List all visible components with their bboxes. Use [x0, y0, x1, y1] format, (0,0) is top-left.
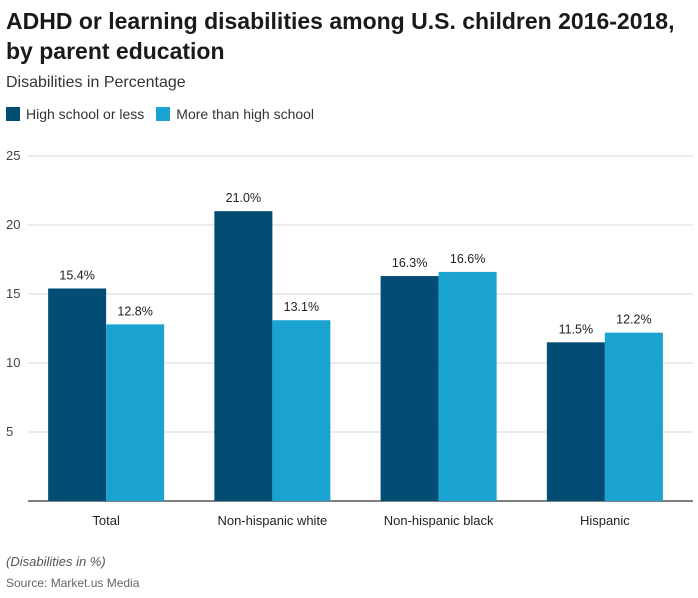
x-tick-label: Non-hispanic black [384, 513, 494, 528]
x-tick-label: Total [92, 513, 120, 528]
y-tick-label: 15 [6, 286, 20, 301]
chart-source: Source: Market.us Media [6, 576, 140, 590]
y-tick-label: 10 [6, 355, 20, 370]
legend-swatch-series-1 [6, 107, 20, 121]
y-tick-label: 5 [6, 424, 13, 439]
legend-swatch-series-2 [156, 107, 171, 121]
legend: High school or less More than high schoo… [6, 106, 326, 122]
data-label: 12.8% [117, 304, 152, 318]
bar [106, 324, 165, 501]
legend-item-series-2: More than high school [156, 106, 314, 122]
bar [546, 342, 605, 501]
bar [48, 288, 107, 501]
y-tick-label: 25 [6, 148, 20, 163]
x-tick-label: Non-hispanic white [217, 513, 327, 528]
bar [438, 271, 497, 501]
legend-item-series-1: High school or less [6, 106, 144, 122]
bar [380, 276, 439, 501]
bar [272, 320, 331, 501]
y-tick-label: 20 [6, 217, 20, 232]
chart-title: ADHD or learning disabilities among U.S.… [6, 8, 675, 64]
data-label: 11.5% [559, 322, 594, 336]
legend-label-series-2: More than high school [176, 106, 315, 122]
chart-note: (Disabilities in %) [6, 554, 106, 569]
chart-subtitle: Disabilities in Percentage [6, 74, 186, 91]
data-label: 16.3% [392, 256, 427, 270]
legend-label-series-1: High school or less [26, 106, 145, 122]
data-label: 13.1% [284, 300, 319, 314]
data-label: 16.6% [450, 252, 485, 266]
x-tick-label: Hispanic [580, 513, 630, 528]
bar [214, 211, 273, 501]
bar-chart: 5 10 15 20 25 15.4% 12.8% Total 21.0% 13.1% Non-hi… [6, 148, 693, 528]
data-label: 15.4% [59, 268, 94, 282]
data-label: 12.2% [616, 313, 651, 327]
data-label: 21.0% [226, 191, 261, 205]
bar [604, 332, 663, 501]
